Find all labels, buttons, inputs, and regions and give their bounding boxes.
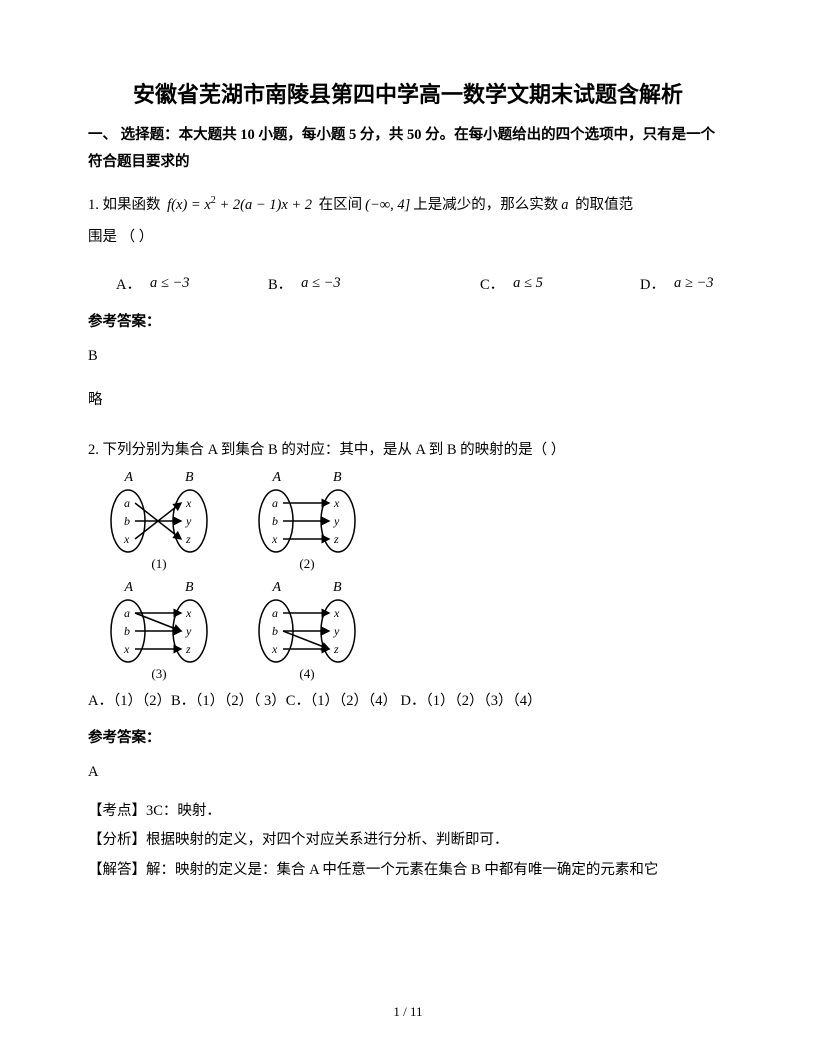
svg-text:x: x [271,642,278,656]
set-B-label: B [185,470,194,486]
q1-var: a [558,190,571,220]
explain-l2: 【分析】根据映射的定义，对四个对应关系进行分析、判断即可． [88,827,728,855]
choice-label: C． [480,273,504,294]
choice-label: A． [116,273,141,294]
q1-prefix: 1. 如果函数 [88,190,161,220]
mapping-svg-4: abxxyz [254,596,360,666]
set-B-label: B [333,470,342,486]
choice-value: a ≥ −3 [671,275,717,292]
pair-label-2: (2) [299,556,314,572]
q2-diagram-row-2: A B abxxyz (3) A B abxxyz (4) [106,580,728,682]
choice-value: a ≤ −3 [298,275,344,292]
q2-answer-label: 参考答案： [88,726,728,747]
set-A-label: A [124,580,133,596]
q1-suffix: 的取值范 [575,190,633,220]
page-title: 安徽省芜湖市南陵县第四中学高一数学文期末试题含解析 [88,78,728,112]
svg-text:x: x [185,496,192,510]
explain-l3: 【解答】解：映射的定义是：集合 A 中任意一个元素在集合 B 中都有唯一确定的元… [88,857,728,885]
svg-text:x: x [271,532,278,546]
q1-choice-D: D． a ≥ −3 [640,273,716,294]
set-B-label: B [333,580,342,596]
svg-text:b: b [272,514,278,528]
q2-answer: A [88,757,728,787]
set-A-label: A [124,470,133,486]
mapping-svg-3: abxxyz [106,596,212,666]
svg-text:y: y [185,624,192,638]
mapping-svg-2: abxxyz [254,486,360,556]
svg-text:z: z [185,532,191,546]
q2-diagram-row-1: A B abxxyz (1) A B abxxyz (2) [106,470,728,572]
svg-text:b: b [124,514,130,528]
svg-text:a: a [124,496,130,510]
svg-text:a: a [272,496,278,510]
choice-value: a ≤ 5 [510,275,546,292]
svg-text:b: b [272,624,278,638]
set-B-label: B [185,580,194,596]
set-A-label: A [272,470,281,486]
choice-value: a ≤ −3 [147,275,193,292]
choice-label: D． [640,273,665,294]
svg-text:z: z [185,642,191,656]
q1-interval: (−∞, 4] [362,190,413,220]
q1-choice-B: B． a ≤ −3 [268,273,480,294]
mapping-1: A B abxxyz (1) [106,470,212,572]
svg-text:x: x [185,606,192,620]
q1-answer: B [88,341,728,371]
pair-label-4: (4) [299,666,314,682]
mapping-svg-1: abxxyz [106,486,212,556]
q1-mid1: 在区间 [319,190,363,220]
q1-choices: A． a ≤ −3 B． a ≤ −3 C． a ≤ 5 D． a ≥ −3 [116,273,728,294]
svg-text:z: z [333,642,339,656]
svg-text:a: a [272,606,278,620]
svg-text:z: z [333,532,339,546]
svg-text:y: y [185,514,192,528]
mapping-3: A B abxxyz (3) [106,580,212,682]
page-footer: 1 / 11 [0,1004,816,1020]
choice-label: B． [268,273,292,294]
svg-text:a: a [124,606,130,620]
q1-stem-line2: 围是 （ ） [88,222,728,252]
q1-stem-line1: 1. 如果函数 f(x) = x2 + 2(a − 1)x + 2 在区间 (−… [88,190,728,220]
svg-text:y: y [333,624,340,638]
svg-text:b: b [124,624,130,638]
q1-mid2: 上是减少的，那么实数 [413,190,558,220]
svg-text:x: x [123,642,130,656]
section-instruction: 一、 选择题：本大题共 10 小题，每小题 5 分，共 50 分。在每小题给出的… [88,122,728,176]
svg-text:x: x [123,532,130,546]
pair-label-1: (1) [151,556,166,572]
pair-label-3: (3) [151,666,166,682]
svg-text:y: y [333,514,340,528]
q1-answer-label: 参考答案： [88,310,728,331]
q2-choices: A．（1）（2）B．（1）（2）（ 3）C．（1）（2）（4） D．（1）（2）… [88,686,728,716]
mapping-2: A B abxxyz (2) [254,470,360,572]
explain-l1: 【考点】3C：映射． [88,798,728,826]
q2-stem: 2. 下列分别为集合 A 到集合 B 的对应：其中，是从 A 到 B 的映射的是… [88,435,728,465]
q1-formula: f(x) = x2 + 2(a − 1)x + 2 [161,190,319,220]
q1-choice-C: C． a ≤ 5 [480,273,640,294]
svg-text:x: x [333,606,340,620]
q2-explain: 【考点】3C：映射． 【分析】根据映射的定义，对四个对应关系进行分析、判断即可．… [88,798,728,885]
q1-brief: 略 [88,385,728,415]
svg-text:x: x [333,496,340,510]
q1-choice-A: A． a ≤ −3 [116,273,268,294]
set-A-label: A [272,580,281,596]
mapping-4: A B abxxyz (4) [254,580,360,682]
